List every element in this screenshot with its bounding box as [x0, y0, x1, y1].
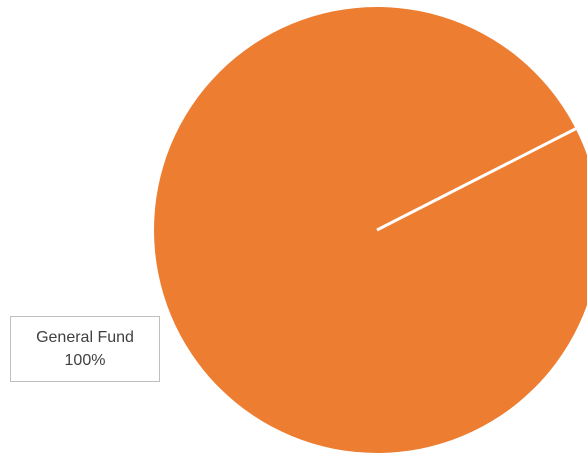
data-label-category: General Fund	[36, 329, 134, 346]
slice-separator-line	[376, 127, 577, 232]
pie-slice-general-fund	[154, 7, 587, 453]
data-label-general-fund: General Fund 100%	[10, 316, 160, 382]
data-label-percent: 100%	[64, 352, 106, 369]
